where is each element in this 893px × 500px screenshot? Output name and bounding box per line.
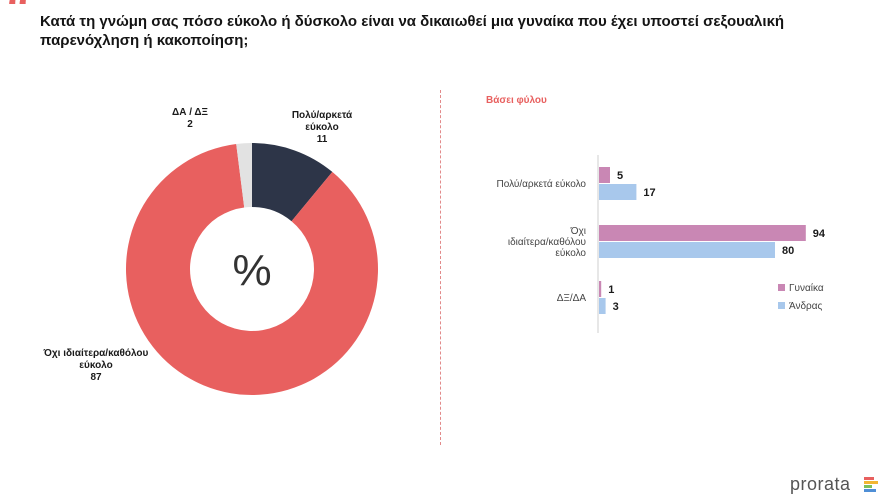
category-label: Όχι ιδιαίτερα/καθόλου εύκολο: [508, 226, 587, 259]
legend-swatch: [778, 284, 785, 291]
legend-label: Γυναίκα: [789, 282, 824, 294]
divider: [440, 90, 441, 445]
donut-label: Πολύ/αρκετά εύκολο 11: [292, 110, 353, 145]
bar: [599, 225, 806, 241]
bar-value: 1: [608, 284, 614, 296]
bar-value: 80: [782, 245, 794, 257]
bar: [599, 298, 606, 314]
bar: [599, 167, 610, 183]
donut-slice: [252, 143, 333, 222]
category-label: Πολύ/αρκετά εύκολο: [497, 178, 587, 190]
bar-value: 5: [617, 170, 623, 182]
logo-mark-icon: [864, 477, 880, 493]
bar-value: 94: [813, 228, 826, 240]
quote-mark-icon: “: [6, 0, 33, 36]
donut-slice: [126, 143, 379, 395]
bar-value: 3: [613, 301, 619, 313]
percent-symbol: %: [232, 246, 271, 295]
bar-chart: Πολύ/αρκετά εύκολο 5 17 Όχι ιδιαίτερα/καθόλο…: [497, 155, 826, 333]
legend-swatch: [778, 302, 785, 309]
donut-label: Όχι ιδιαίτερα/καθόλου εύκολο 87: [43, 348, 149, 383]
donut-chart: % Πολύ/αρκετά εύκολο 11 Όχι ιδιαίτερα/καθόλο…: [43, 107, 379, 395]
logo: prorata: [790, 474, 851, 494]
category-label: ΔΞ/ΔΑ: [557, 293, 587, 304]
page-title: Κατά τη γνώμη σας πόσο εύκολο ή δύσκολο …: [40, 13, 785, 49]
bar-chart-subtitle: Βάσει φύλου: [486, 95, 547, 106]
bar: [599, 281, 602, 297]
bar: [599, 242, 775, 258]
legend-label: Άνδρας: [789, 301, 823, 312]
donut-slice: [236, 143, 252, 208]
bar-value: 17: [643, 187, 655, 199]
bar: [599, 184, 637, 200]
donut-label: ΔΑ / ΔΞ 2: [172, 107, 209, 130]
